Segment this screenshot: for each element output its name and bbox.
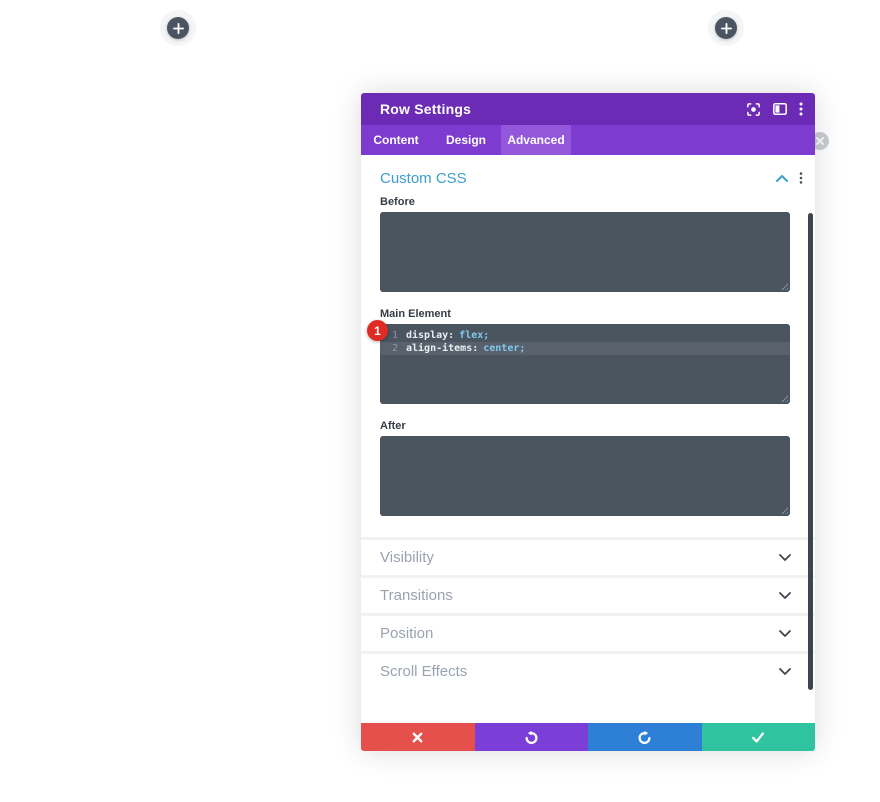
css-field-after: After (380, 420, 790, 516)
settings-tabbar: Content Design Advanced (361, 125, 815, 155)
add-section-button-right[interactable] (715, 17, 737, 39)
resize-grip-icon[interactable] (779, 281, 788, 290)
chevron-up-icon[interactable] (776, 174, 788, 182)
tab-design[interactable]: Design (445, 133, 486, 147)
css-field-main-element: Main Element 1 display: flex; 2 align-it… (380, 308, 790, 404)
custom-css-header-icons (776, 172, 803, 184)
css-value: center; (483, 343, 526, 354)
field-label-main-element: Main Element (380, 308, 451, 320)
undo-button[interactable] (474, 723, 588, 751)
chevron-down-icon (779, 668, 791, 675)
custom-css-header-row: Custom CSS (380, 167, 803, 189)
modal-body: Custom CSS Before (361, 155, 815, 723)
kebab-menu-icon[interactable] (799, 102, 803, 116)
before-css-editor[interactable] (380, 212, 790, 292)
custom-css-kebab-menu-icon[interactable] (799, 172, 803, 184)
modal-title: Row Settings (380, 101, 472, 117)
undo-icon (524, 730, 539, 745)
css-value: flex; (459, 330, 490, 341)
after-css-editor[interactable] (380, 436, 790, 516)
modal-footer (361, 723, 815, 751)
section-position[interactable]: Position (361, 613, 815, 651)
css-field-before: Before (380, 196, 790, 292)
section-scroll-effects[interactable]: Scroll Effects (361, 651, 815, 689)
chevron-down-icon (779, 592, 791, 599)
custom-css-section: Custom CSS Before (361, 155, 815, 537)
close-handle-button[interactable] (811, 132, 829, 150)
field-label-before: Before (380, 196, 415, 208)
focus-mode-icon[interactable] (746, 102, 761, 117)
discard-button[interactable] (361, 723, 475, 751)
line-number: 2 (391, 343, 398, 354)
field-label-after: After (380, 420, 406, 432)
scrollbar-thumb[interactable] (808, 213, 813, 690)
section-title: Position (380, 625, 434, 642)
chevron-down-icon (779, 630, 791, 637)
resize-grip-icon[interactable] (779, 505, 788, 514)
redo-button[interactable] (588, 723, 702, 751)
annotation-badge-1: 1 (367, 320, 388, 341)
tab-advanced[interactable]: Advanced (501, 125, 571, 155)
css-property: display: (406, 330, 455, 341)
split-view-icon[interactable] (773, 103, 787, 115)
section-title: Scroll Effects (380, 663, 468, 680)
section-title: Transitions (380, 587, 453, 604)
section-title: Visibility (380, 549, 434, 566)
x-icon (411, 731, 424, 744)
custom-css-section-title[interactable]: Custom CSS (380, 169, 467, 187)
modal-header[interactable]: Row Settings (361, 93, 815, 125)
resize-grip-icon[interactable] (779, 393, 788, 402)
chevron-down-icon (779, 554, 791, 561)
add-icon (720, 22, 732, 34)
add-icon (172, 22, 184, 34)
line-number: 1 (391, 330, 398, 341)
add-section-button-left[interactable] (167, 17, 189, 39)
section-visibility[interactable]: Visibility (361, 537, 815, 575)
code-line-active: 2 align-items: center; (380, 342, 790, 355)
check-icon (751, 731, 765, 744)
save-button[interactable] (701, 723, 815, 751)
section-transitions[interactable]: Transitions (361, 575, 815, 613)
main-element-css-editor[interactable]: 1 display: flex; 2 align-items: center; (380, 324, 790, 404)
tab-content[interactable]: Content (373, 133, 419, 147)
row-settings-modal: Row Settings (361, 93, 815, 751)
header-icons (746, 102, 803, 117)
css-property: align-items: (406, 343, 479, 354)
code-line: 1 display: flex; (380, 329, 790, 342)
redo-icon (637, 730, 652, 745)
close-icon (816, 137, 824, 145)
